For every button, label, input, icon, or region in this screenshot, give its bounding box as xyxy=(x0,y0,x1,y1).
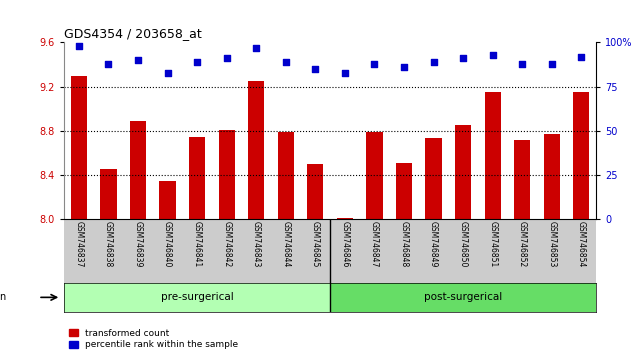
Text: specimen: specimen xyxy=(0,292,6,302)
Text: GSM746853: GSM746853 xyxy=(547,221,556,268)
Text: GSM746851: GSM746851 xyxy=(488,221,497,268)
Bar xyxy=(219,130,235,219)
Point xyxy=(428,59,438,65)
Text: GSM746845: GSM746845 xyxy=(311,221,320,268)
Bar xyxy=(278,132,294,219)
Text: GSM746849: GSM746849 xyxy=(429,221,438,268)
Text: GSM746848: GSM746848 xyxy=(399,221,408,268)
Point xyxy=(340,70,350,75)
Bar xyxy=(160,181,176,219)
Text: post-surgerical: post-surgerical xyxy=(424,292,503,302)
Point xyxy=(162,70,172,75)
Bar xyxy=(330,283,596,312)
Text: GDS4354 / 203658_at: GDS4354 / 203658_at xyxy=(64,27,202,40)
Text: pre-surgerical: pre-surgerical xyxy=(161,292,233,302)
Bar xyxy=(71,76,87,219)
Text: GSM746839: GSM746839 xyxy=(133,221,142,268)
Bar xyxy=(248,81,264,219)
Bar xyxy=(64,283,330,312)
Point xyxy=(222,56,232,61)
Text: GSM746846: GSM746846 xyxy=(340,221,349,268)
Text: GSM746842: GSM746842 xyxy=(222,221,231,268)
Bar xyxy=(337,218,353,219)
Point xyxy=(399,64,409,70)
Text: GSM746837: GSM746837 xyxy=(74,221,83,268)
Point xyxy=(488,52,498,58)
Bar xyxy=(100,169,117,219)
Text: GSM746852: GSM746852 xyxy=(518,221,527,268)
Point xyxy=(133,57,143,63)
Point xyxy=(547,61,557,67)
Point xyxy=(192,59,203,65)
Text: GSM746847: GSM746847 xyxy=(370,221,379,268)
Bar xyxy=(426,138,442,219)
Bar xyxy=(485,92,501,219)
Text: GSM746844: GSM746844 xyxy=(281,221,290,268)
Bar xyxy=(130,121,146,219)
Bar xyxy=(396,163,412,219)
Text: GSM746843: GSM746843 xyxy=(252,221,261,268)
Point xyxy=(251,45,262,51)
Text: GSM746850: GSM746850 xyxy=(458,221,468,268)
Text: GSM746840: GSM746840 xyxy=(163,221,172,268)
Bar xyxy=(544,134,560,219)
Point xyxy=(458,56,468,61)
Text: GSM746841: GSM746841 xyxy=(192,221,202,268)
Point xyxy=(281,59,291,65)
Text: GSM746838: GSM746838 xyxy=(104,221,113,268)
Point xyxy=(369,61,379,67)
Point xyxy=(576,54,587,59)
Text: GSM746854: GSM746854 xyxy=(577,221,586,268)
Point xyxy=(310,66,320,72)
Legend: transformed count, percentile rank within the sample: transformed count, percentile rank withi… xyxy=(69,329,238,349)
Bar xyxy=(514,140,530,219)
Bar xyxy=(189,137,205,219)
Bar xyxy=(307,164,324,219)
Point xyxy=(74,43,84,49)
Bar xyxy=(573,92,590,219)
Point xyxy=(103,61,113,67)
Point xyxy=(517,61,528,67)
Bar xyxy=(366,132,383,219)
Bar xyxy=(455,125,471,219)
